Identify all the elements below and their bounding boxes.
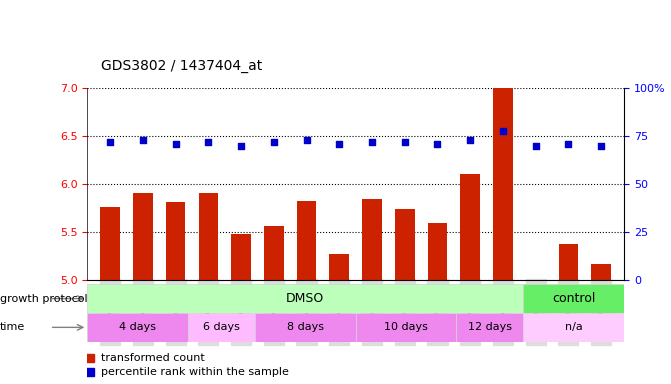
Point — [530, 143, 541, 149]
Point — [399, 139, 410, 145]
Point — [170, 141, 181, 147]
Bar — [264, 225, 284, 280]
Bar — [456, 313, 523, 342]
Bar — [356, 313, 456, 342]
Text: 12 days: 12 days — [468, 322, 512, 333]
Bar — [493, 88, 513, 280]
Point — [334, 141, 345, 147]
Point — [268, 139, 279, 145]
Bar — [101, 207, 120, 280]
Text: growth protocol: growth protocol — [0, 293, 88, 304]
Point — [138, 137, 148, 143]
Text: transformed count: transformed count — [101, 353, 205, 363]
Bar — [460, 174, 480, 280]
Bar — [255, 313, 356, 342]
Bar — [558, 244, 578, 280]
Bar — [199, 193, 218, 280]
Point — [105, 139, 115, 145]
Point — [236, 143, 246, 149]
Text: 10 days: 10 days — [384, 322, 428, 333]
Text: 8 days: 8 days — [287, 322, 324, 333]
Bar — [591, 264, 611, 280]
Bar — [297, 200, 316, 280]
Point — [498, 127, 509, 134]
Bar — [526, 280, 546, 384]
Text: percentile rank within the sample: percentile rank within the sample — [101, 366, 289, 377]
Point — [563, 141, 574, 147]
Text: GDS3802 / 1437404_at: GDS3802 / 1437404_at — [101, 59, 262, 73]
Text: 6 days: 6 days — [203, 322, 240, 333]
Bar — [87, 313, 188, 342]
Bar — [166, 202, 185, 280]
Point — [432, 141, 443, 147]
Text: time: time — [0, 322, 25, 333]
Point — [301, 137, 312, 143]
Text: DMSO: DMSO — [286, 292, 325, 305]
Point — [465, 137, 476, 143]
Point — [366, 139, 377, 145]
Bar — [231, 234, 251, 280]
Bar — [329, 255, 349, 280]
Bar — [362, 199, 382, 280]
Bar — [395, 209, 415, 280]
Text: n/a: n/a — [565, 322, 582, 333]
Bar — [523, 284, 624, 313]
Bar — [523, 313, 624, 342]
Text: 4 days: 4 days — [119, 322, 156, 333]
Bar — [133, 193, 153, 280]
Bar — [427, 223, 448, 280]
Bar — [87, 284, 523, 313]
Point — [596, 143, 607, 149]
Text: control: control — [552, 292, 595, 305]
Bar — [188, 313, 255, 342]
Point — [203, 139, 213, 145]
